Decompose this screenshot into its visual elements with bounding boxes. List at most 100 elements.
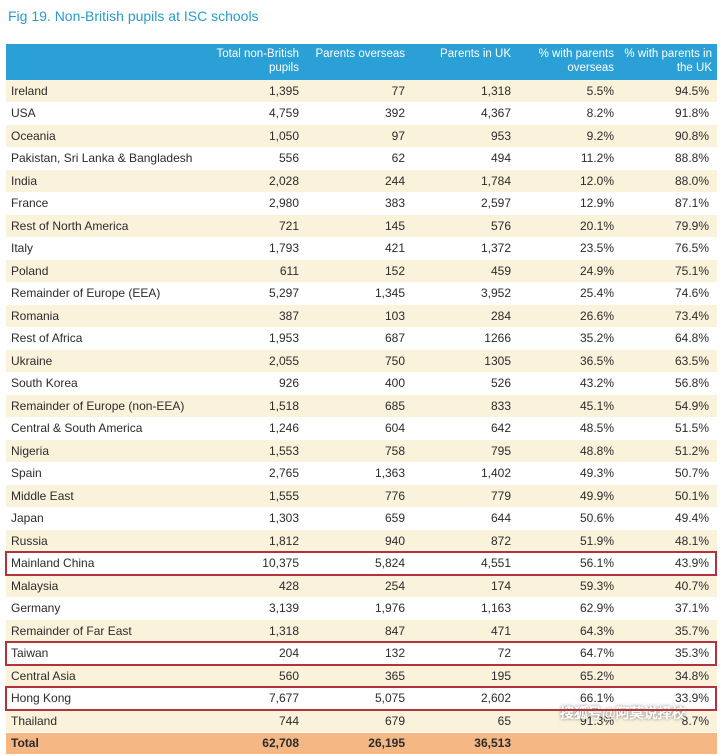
cell-parents-overseas: 421	[304, 237, 410, 260]
table-row: Middle East 1,555 776 779 49.9% 50.1%	[6, 484, 717, 508]
cell-pct-overseas: 48.5%	[516, 417, 619, 440]
table-row: Remainder of Far East 1,318 847 471 64.3% 35.…	[6, 619, 717, 643]
cell-country: Germany	[6, 597, 202, 620]
cell-parents-in-uk: 872	[410, 529, 516, 553]
cell-pct-in-uk: 56.8%	[619, 372, 717, 395]
cell-total-pupils: 4,759	[202, 102, 304, 125]
table-row: Rest of North America 721 145 576 20.1% 79.9%	[6, 214, 717, 238]
total-cell-total-pupils: 62,708	[202, 732, 304, 755]
watermark-text: 搜狐号@阿莫说择校	[560, 705, 686, 721]
cell-parents-overseas: 392	[304, 102, 410, 125]
cell-parents-overseas: 97	[304, 124, 410, 148]
cell-total-pupils: 560	[202, 664, 304, 688]
cell-pct-in-uk: 35.7%	[619, 619, 717, 643]
cell-parents-in-uk: 1,318	[410, 80, 516, 103]
total-cell-pct-in-uk	[619, 732, 717, 755]
header-total-pupils: Total non-British pupils	[202, 44, 304, 80]
table-row: Oceania 1,050 97 953 9.2% 90.8%	[6, 124, 717, 148]
cell-parents-in-uk: 526	[410, 372, 516, 395]
cell-pct-overseas: 62.9%	[516, 597, 619, 620]
table-row: Malaysia 428 254 174 59.3% 40.7%	[6, 574, 717, 598]
cell-country: Poland	[6, 259, 202, 283]
cell-parents-overseas: 254	[304, 574, 410, 598]
cell-total-pupils: 1,318	[202, 619, 304, 643]
cell-pct-overseas: 24.9%	[516, 259, 619, 283]
cell-pct-in-uk: 64.8%	[619, 327, 717, 350]
cell-pct-in-uk: 54.9%	[619, 394, 717, 418]
cell-country: Middle East	[6, 484, 202, 508]
header-parents-in-uk: Parents in UK	[410, 44, 516, 80]
cell-parents-in-uk: 833	[410, 394, 516, 418]
cell-parents-overseas: 62	[304, 147, 410, 170]
table-row: Japan 1,303 659 644 50.6% 49.4%	[6, 507, 717, 530]
cell-parents-overseas: 1,976	[304, 597, 410, 620]
cell-parents-overseas: 132	[304, 642, 410, 665]
cell-country: Rest of North America	[6, 214, 202, 238]
cell-pct-in-uk: 40.7%	[619, 574, 717, 598]
cell-pct-overseas: 8.2%	[516, 102, 619, 125]
total-cell-country: Total	[6, 732, 202, 755]
table-row: Romania 387 103 284 26.6% 73.4%	[6, 304, 717, 328]
cell-pct-in-uk: 88.0%	[619, 169, 717, 193]
table-row: Thailand 744 679 65 91.3% 8.7%	[6, 709, 717, 733]
header-row: Total non-British pupils Parents oversea…	[6, 44, 717, 80]
cell-parents-in-uk: 284	[410, 304, 516, 328]
cell-pct-overseas: 51.9%	[516, 529, 619, 553]
table-row: Ukraine 2,055 750 1305 36.5% 63.5%	[6, 349, 717, 373]
cell-total-pupils: 1,812	[202, 529, 304, 553]
cell-country: Ireland	[6, 80, 202, 103]
table-row: South Korea 926 400 526 43.2% 56.8%	[6, 372, 717, 395]
cell-pct-in-uk: 43.9%	[619, 552, 717, 575]
cell-parents-in-uk: 3,952	[410, 282, 516, 305]
cell-parents-in-uk: 195	[410, 664, 516, 688]
table-row: Spain 2,765 1,363 1,402 49.3% 50.7%	[6, 462, 717, 485]
header-parents-overseas: Parents overseas	[304, 44, 410, 80]
cell-pct-overseas: 59.3%	[516, 574, 619, 598]
cell-total-pupils: 387	[202, 304, 304, 328]
cell-parents-overseas: 1,363	[304, 462, 410, 485]
cell-pct-in-uk: 90.8%	[619, 124, 717, 148]
table-row: Taiwan 204 132 72 64.7% 35.3%	[6, 642, 717, 665]
cell-total-pupils: 721	[202, 214, 304, 238]
cell-country: Remainder of Europe (EEA)	[6, 282, 202, 305]
cell-country: Oceania	[6, 124, 202, 148]
table-row: Italy 1,793 421 1,372 23.5% 76.5%	[6, 237, 717, 260]
cell-total-pupils: 1,793	[202, 237, 304, 260]
cell-country: South Korea	[6, 372, 202, 395]
cell-pct-overseas: 91.3%	[516, 709, 619, 733]
cell-parents-in-uk: 1,784	[410, 169, 516, 193]
cell-pct-overseas: 64.7%	[516, 642, 619, 665]
cell-parents-overseas: 776	[304, 484, 410, 508]
figure-title: Fig 19. Non-British pupils at ISC school…	[8, 8, 259, 24]
cell-parents-overseas: 750	[304, 349, 410, 373]
cell-total-pupils: 10,375	[202, 552, 304, 575]
cell-pct-in-uk: 37.1%	[619, 597, 717, 620]
cell-pct-in-uk: 87.1%	[619, 192, 717, 215]
cell-total-pupils: 1,303	[202, 507, 304, 530]
cell-parents-overseas: 145	[304, 214, 410, 238]
table-row: Germany 3,139 1,976 1,163 62.9% 37.1%	[6, 597, 717, 620]
cell-pct-overseas: 49.3%	[516, 462, 619, 485]
cell-pct-in-uk: 63.5%	[619, 349, 717, 373]
cell-total-pupils: 2,055	[202, 349, 304, 373]
cell-pct-overseas: 36.5%	[516, 349, 619, 373]
cell-pct-overseas: 35.2%	[516, 327, 619, 350]
table-row: Rest of Africa 1,953 687 1266 35.2% 64.8%	[6, 327, 717, 350]
table-row: France 2,980 383 2,597 12.9% 87.1%	[6, 192, 717, 215]
header-pct-in-uk: % with parents in the UK	[619, 44, 717, 80]
table-row: Pakistan, Sri Lanka & Bangladesh 556 62 494…	[6, 147, 717, 170]
cell-parents-in-uk: 72	[410, 642, 516, 665]
cell-country: Rest of Africa	[6, 327, 202, 350]
cell-total-pupils: 3,139	[202, 597, 304, 620]
cell-pct-in-uk: 74.6%	[619, 282, 717, 305]
cell-pct-overseas: 56.1%	[516, 552, 619, 575]
total-cell-pct-overseas	[516, 732, 619, 755]
cell-total-pupils: 2,028	[202, 169, 304, 193]
table-row: Central & South America 1,246 604 642 48.5% 5…	[6, 417, 717, 440]
cell-total-pupils: 1,246	[202, 417, 304, 440]
cell-pct-overseas: 9.2%	[516, 124, 619, 148]
cell-parents-overseas: 940	[304, 529, 410, 553]
cell-parents-overseas: 152	[304, 259, 410, 283]
cell-pct-in-uk: 73.4%	[619, 304, 717, 328]
cell-pct-in-uk: 34.8%	[619, 664, 717, 688]
